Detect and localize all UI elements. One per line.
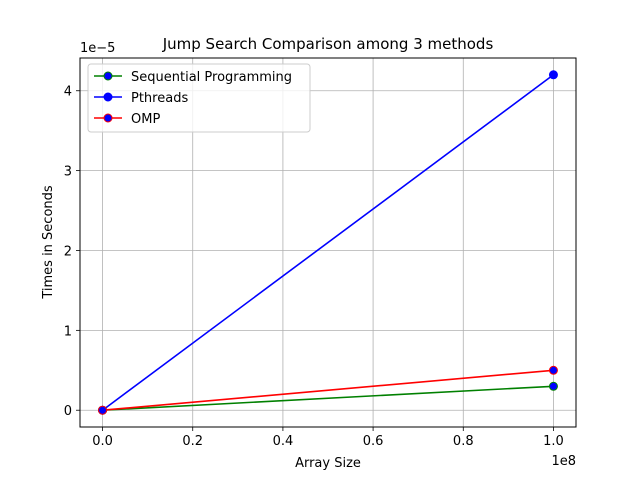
x-tick-label: 0.2 xyxy=(182,434,203,449)
y-tick-label: 2 xyxy=(64,244,72,259)
y-tick-label: 1 xyxy=(64,324,72,339)
x-tick-label: 0.0 xyxy=(92,434,113,449)
y-axis-title: Times in Seconds xyxy=(41,185,56,300)
y-tick-label: 4 xyxy=(64,85,72,100)
data-point xyxy=(548,70,558,80)
chart-title: Jump Search Comparison among 3 methods xyxy=(162,35,494,53)
data-point xyxy=(548,381,558,391)
plot-frame xyxy=(79,57,577,428)
series-markers xyxy=(98,70,558,415)
y-axis-ticks: 0 1 2 3 4 xyxy=(64,85,80,419)
legend-label-1: Pthreads xyxy=(131,91,188,106)
y-tick-label: 0 xyxy=(64,404,72,419)
legend-marker-2 xyxy=(103,113,113,123)
y-tick-label: 3 xyxy=(64,165,72,180)
data-point xyxy=(548,365,558,375)
x-tick-label: 1.0 xyxy=(543,434,564,449)
x-axis-ticks: 0.0 0.2 0.4 0.6 0.8 1.0 xyxy=(92,427,564,449)
legend-marker-1 xyxy=(103,92,113,102)
legend: Sequential Programming Pthreads OMP xyxy=(87,63,311,133)
series-line-0 xyxy=(102,385,554,412)
legend-marker-0 xyxy=(103,71,113,81)
series-lines xyxy=(102,74,554,412)
x-tick-label: 0.8 xyxy=(453,434,474,449)
series-line-2 xyxy=(102,369,554,412)
x-axis-offset-label: 1e8 xyxy=(551,454,576,469)
x-tick-label: 0.6 xyxy=(363,434,384,449)
x-axis-title: Array Size xyxy=(295,456,361,471)
y-axis-offset-label: 1e−5 xyxy=(80,41,115,56)
legend-label-0: Sequential Programming xyxy=(131,70,292,85)
legend-box xyxy=(87,63,311,133)
x-tick-label: 0.4 xyxy=(273,434,294,449)
legend-label-2: OMP xyxy=(131,112,160,127)
series-line-1 xyxy=(102,74,554,411)
data-point xyxy=(98,405,108,415)
